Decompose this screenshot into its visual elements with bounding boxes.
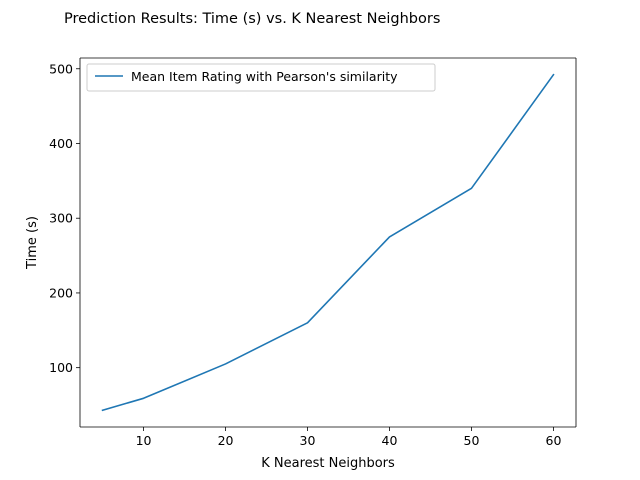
plot-background <box>80 58 576 427</box>
x-tick-label: 40 <box>382 433 398 448</box>
legend: Mean Item Rating with Pearson's similari… <box>86 63 436 92</box>
x-tick-label: 50 <box>464 433 480 448</box>
y-axis-label: Time (s) <box>25 216 40 270</box>
x-tick-label: 10 <box>136 433 152 448</box>
x-axis-label: K Nearest Neighbors <box>261 456 395 471</box>
x-tick-label: 60 <box>546 433 562 448</box>
chart-title: Prediction Results: Time (s) vs. K Neare… <box>64 11 440 27</box>
legend-entry-label: Mean Item Rating with Pearson's similari… <box>131 69 398 84</box>
legend-frame <box>86 63 436 92</box>
x-tick-label: 20 <box>218 433 234 448</box>
plot-area: 10 20 30 40 50 60 100 200 300 400 500 <box>49 57 577 448</box>
y-tick-label: 400 <box>49 136 73 151</box>
x-tick-label: 30 <box>300 433 316 448</box>
y-tick-label: 500 <box>49 61 73 76</box>
series-layer <box>101 73 555 412</box>
y-axis-ticks: 100 200 300 400 500 <box>49 61 80 375</box>
y-tick-label: 300 <box>49 211 73 226</box>
axes-frame <box>79 57 577 428</box>
series-line-0 <box>101 73 555 412</box>
y-tick-label: 100 <box>49 360 73 375</box>
y-tick-label: 200 <box>49 285 73 300</box>
x-axis-ticks: 10 20 30 40 50 60 <box>136 427 562 448</box>
